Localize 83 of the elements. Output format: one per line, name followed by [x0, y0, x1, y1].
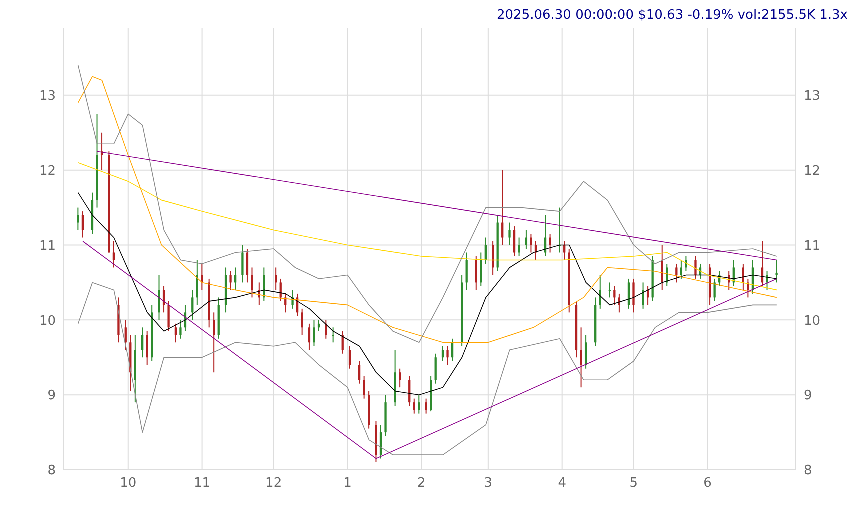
candlestick [332, 327, 334, 344]
candlestick [776, 260, 778, 284]
y-tick-label: 13 [39, 89, 56, 104]
y2-tick-label: 13 [804, 89, 821, 104]
line-series [78, 192, 778, 396]
candlestick [301, 308, 304, 336]
y2-tick-label: 8 [804, 464, 812, 479]
candlestick [234, 267, 237, 291]
candlestick [475, 256, 478, 291]
candlestick [77, 207, 80, 231]
candlestick [642, 282, 644, 310]
y2-tick-label: 10 [804, 314, 821, 329]
candlestick [580, 327, 582, 388]
y-tick-label: 10 [39, 314, 56, 329]
line-series [78, 282, 778, 456]
candlestick [525, 230, 528, 250]
candlestick [174, 323, 178, 344]
candlestick [502, 170, 504, 246]
candlestick [530, 234, 532, 254]
candlestick [180, 320, 182, 340]
candlestick [251, 267, 254, 298]
candlestick [442, 346, 444, 362]
candlestick [141, 327, 144, 358]
x-tick-label: 11 [194, 476, 211, 492]
x-tick-label: 6 [704, 476, 712, 492]
candlestick [518, 237, 520, 257]
x-tick-label: 3 [484, 476, 493, 492]
y-tick-label: 12 [39, 164, 56, 179]
x-tick-label: 10 [120, 476, 137, 492]
candlestick [425, 398, 428, 414]
x-tick-label: 2 [418, 476, 426, 492]
candlestick [146, 330, 148, 366]
candlestick [747, 278, 750, 298]
x-tick-label: 12 [266, 476, 282, 492]
y-tick-label: 9 [48, 388, 56, 404]
candlestick [408, 376, 411, 407]
candlestick [348, 346, 352, 370]
y-tick-label: 11 [39, 238, 56, 254]
candlestick [766, 270, 768, 291]
chart-title: 2025.06.30 00:00:00 $10.63 -0.19% vol:2155.5K 1.3x [496, 8, 849, 25]
candlestick [676, 263, 678, 284]
candlestick [192, 290, 194, 321]
y2-tick-label: 11 [804, 238, 821, 254]
candlestick [434, 353, 437, 384]
candlestick [230, 270, 232, 291]
candlestick [513, 226, 516, 257]
candlestick [358, 360, 361, 384]
candlestick [313, 320, 316, 347]
candlestick [632, 278, 635, 314]
candlestick [308, 323, 311, 351]
candlestick [168, 300, 170, 332]
candlestick [685, 256, 688, 272]
candlestick [628, 278, 630, 310]
candlestick [363, 376, 366, 400]
candlestick [446, 346, 449, 366]
candlestick [275, 267, 278, 291]
candlestick [480, 252, 482, 287]
candlestick [418, 394, 420, 414]
candlestick [508, 222, 511, 246]
candlestick [451, 338, 454, 362]
candlestick [549, 234, 552, 254]
y2-tick-label: 12 [804, 164, 821, 179]
candlestick [124, 320, 127, 351]
candlestick [242, 244, 244, 284]
candlestick [466, 252, 468, 291]
candlestick [213, 312, 216, 374]
candlestick [680, 260, 683, 280]
candlestick [158, 274, 160, 321]
candlestick [614, 286, 616, 306]
candlestick [584, 334, 588, 370]
y-tick-label: 8 [48, 464, 56, 479]
x-tick-label: 4 [558, 476, 566, 492]
x-tick-label: 5 [630, 476, 638, 492]
candlestick [714, 278, 716, 302]
candlestick [413, 398, 416, 414]
candlestick [82, 211, 84, 238]
candlestick [112, 241, 116, 268]
line-series [78, 162, 778, 291]
candlestick [246, 248, 249, 284]
candlestick [694, 256, 697, 280]
candlestick [399, 368, 402, 388]
y2-tick-label: 9 [804, 388, 812, 404]
x-tick-label: 1 [344, 476, 352, 492]
